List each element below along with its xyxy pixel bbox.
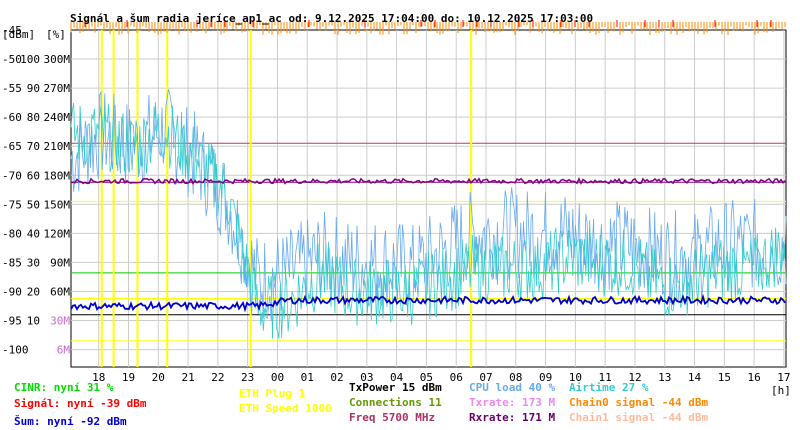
xtick: 07 [479,371,492,384]
ytick-dbm: -100 [2,344,29,357]
ytick-dbm: -60 [2,111,22,124]
ytick-dbm: -65 [2,140,22,153]
ytick-pct: 100 [20,53,40,66]
xtick: 21 [181,371,194,384]
xtick: 23 [241,371,254,384]
xtick: 02 [330,371,343,384]
ytick-rate: 180M [44,169,71,182]
ytick-rate: 300M [44,53,71,66]
legend-chain1: Chain1 signal -44 dBm [569,411,709,424]
legend-txrate: Txrate: 173 M [469,396,556,409]
ytick-rate: 240M [44,111,71,124]
ytick-rate: 30M [50,315,70,328]
xtick: 12 [628,371,641,384]
legend-noise: Šum: nyní -92 dBm [14,415,127,428]
xtick: 13 [658,371,671,384]
xtick: 11 [599,371,612,384]
series-txrate [70,102,787,339]
chart-title: Signál a šum radia jeríce_ap1_ac od: 9.1… [70,12,594,25]
ytick-dbm: -85 [2,256,22,269]
xtick: 00 [271,371,284,384]
ytick-dbm: -55 [2,82,22,95]
legend-signal: Signál: nyní -39 dBm [14,397,147,410]
xtick: 20 [152,371,165,384]
ytick-dbm: -80 [2,227,22,240]
legend-cpu: CPU load 40 % [469,381,556,394]
xtick: 06 [450,371,463,384]
ytick-pct: 10 [27,315,40,328]
xtick: 05 [420,371,433,384]
ytick-rate: 60M [50,285,70,298]
ytick-rate: 6M [57,344,71,357]
ytick-pct: 50 [27,198,40,211]
ytick-pct: 70 [27,140,40,153]
legend-freq: Freq 5700 MHz [349,411,436,424]
ytick-dbm: -45 [2,24,22,37]
xlabel: [h] [771,384,791,397]
xtick: 01 [301,371,314,384]
ytick-dbm: -70 [2,169,22,182]
ylabel-pct: [%] [46,28,66,41]
ytick-rate: 120M [44,227,71,240]
legend-airtime: Airtime 27 % [569,381,649,394]
series-noise [70,293,786,313]
legend-connections: Connections 11 [349,396,442,409]
xtick: 08 [509,371,522,384]
ytick-rate: 270M [44,82,71,95]
ytick-pct: 40 [27,227,40,240]
xtick: 17 [777,371,790,384]
legend-cinr: CINR: nyní 31 % [14,381,114,394]
ytick-pct: 20 [27,285,40,298]
xtick: 15 [718,371,731,384]
ytick-dbm: -90 [2,285,22,298]
ytick-rate: 150M [44,198,71,211]
series-rxrate [70,176,786,186]
ytick-rate: 210M [44,140,71,153]
xtick: 03 [360,371,373,384]
plot-area [70,29,787,368]
legend-rxrate: Rxrate: 171 M [469,411,556,424]
legend-eth-speed: ETH Speed 1000 [239,402,332,415]
ytick-dbm: -50 [2,53,22,66]
legend-chain0: Chain0 signal -44 dBm [569,396,709,409]
series-cpu-load [70,89,787,322]
xtick: 16 [747,371,760,384]
xtick: 19 [122,371,135,384]
xtick: 04 [390,371,404,384]
xtick: 14 [688,371,702,384]
legend-txpower: TxPower 15 dBm [349,381,442,394]
ytick-dbm: -95 [2,315,22,328]
ytick-pct: 90 [27,82,40,95]
xtick: 10 [569,371,582,384]
ytick-dbm: -75 [2,198,22,211]
xtick: 18 [92,371,105,384]
xtick: 22 [211,371,224,384]
ytick-pct: 60 [27,169,40,182]
ytick-pct: 30 [27,256,40,269]
ytick-rate: 90M [50,256,70,269]
legend-eth-plug: ETH Plug 1 [239,387,306,400]
xtick: 09 [539,371,552,384]
ytick-pct: 80 [27,111,40,124]
ylabel-dbm: [dBm] [2,28,35,41]
